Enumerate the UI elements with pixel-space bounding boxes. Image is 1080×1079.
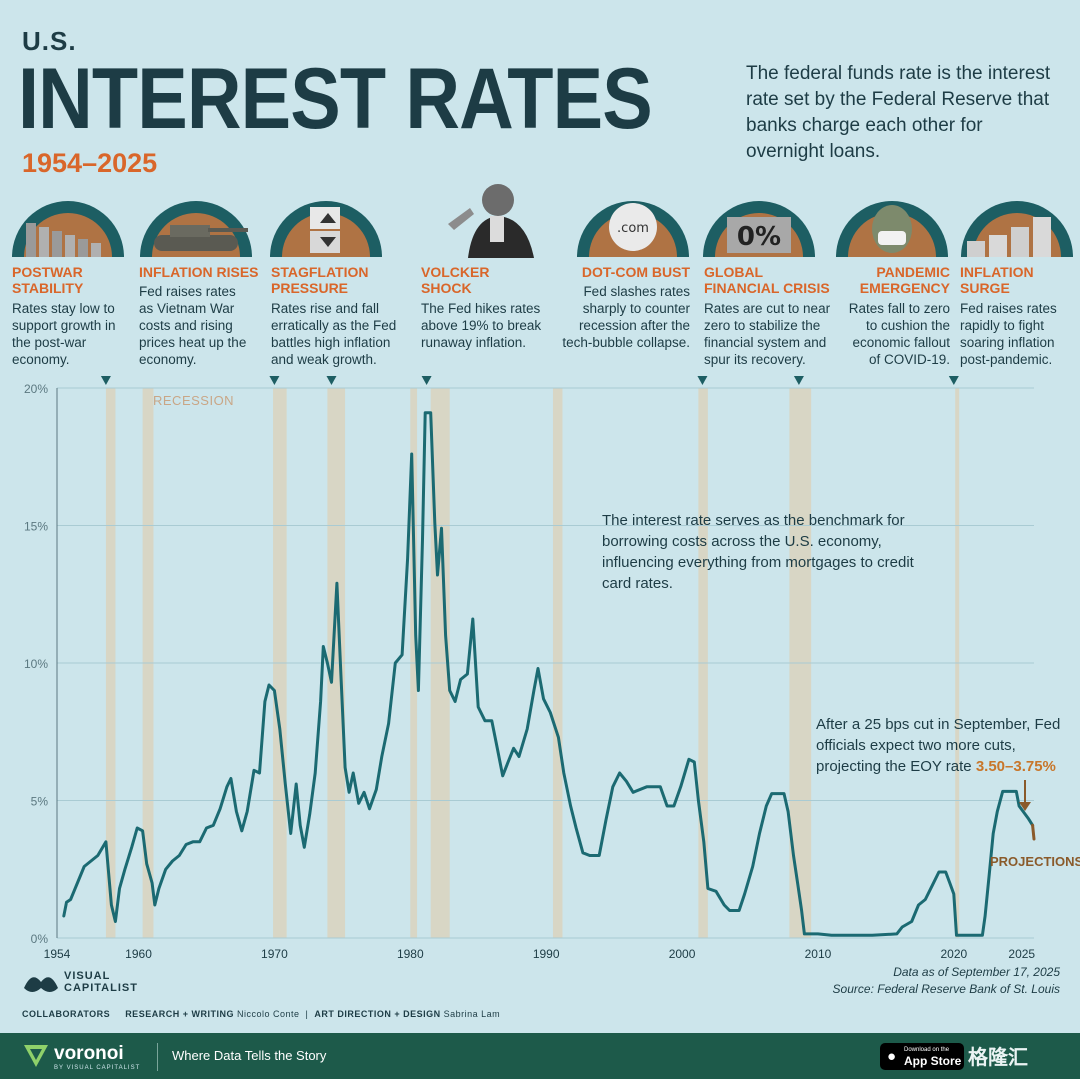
svg-text:.com: .com bbox=[617, 221, 649, 236]
benchmark-note: The interest rate serves as the benchmar… bbox=[602, 512, 914, 592]
event-title-postwar: POSTWAR STABILITY bbox=[12, 264, 84, 296]
falling-bars-icon bbox=[12, 201, 124, 257]
y-tick-label: 10% bbox=[24, 657, 48, 671]
visual-capitalist-wordmark: VISUAL CAPITALIST bbox=[64, 970, 138, 994]
data-date: Data as of September 17, 2025 bbox=[893, 965, 1060, 979]
x-tick-label: 2010 bbox=[805, 947, 832, 961]
volcker-portrait-icon bbox=[448, 184, 534, 258]
apple-icon: ● bbox=[887, 1048, 897, 1065]
appstore-small-text: Download on the bbox=[904, 1047, 950, 1053]
series-lines bbox=[62, 411, 1036, 937]
visual-capitalist-logo-icon bbox=[24, 977, 58, 992]
voronoi-brand: voronoi bbox=[54, 1043, 124, 1064]
art-label: ART DIRECTION + DESIGN bbox=[314, 1009, 441, 1019]
x-tick-label: 1954 bbox=[44, 947, 71, 961]
x-tick-label: 1960 bbox=[125, 947, 152, 961]
app-store-button[interactable]: ● Download on the App Store bbox=[880, 1043, 964, 1070]
svg-text:0%: 0% bbox=[737, 222, 781, 252]
event-markers bbox=[100, 376, 959, 385]
coin-stacks-icon bbox=[961, 201, 1073, 257]
masked-franklin-icon bbox=[836, 201, 948, 257]
event-desc-pandemic: Rates fall to zero to cushion the econom… bbox=[848, 301, 950, 367]
x-tick-label: 1980 bbox=[397, 947, 424, 961]
event-marker-5 bbox=[793, 376, 804, 385]
vc-line2: CAPITALIST bbox=[64, 982, 138, 994]
axis-labels: 0% 5% 10% 15% 20% 1954 1960 1970 1980 1990 2000 201… bbox=[24, 382, 1035, 961]
dotcom-ball-icon: .com bbox=[577, 201, 689, 257]
event-title-pandemic: PANDEMIC EMERGENCY bbox=[859, 264, 950, 296]
event-desc-inflation: Fed raises rates as Vietnam War costs an… bbox=[139, 284, 247, 367]
event-desc-postwar: Rates stay low to support growth in the … bbox=[12, 301, 116, 367]
projections-label: PROJECTIONS bbox=[990, 854, 1080, 869]
event-desc-gfc: Rates are cut to near zero to stabilize … bbox=[704, 301, 831, 367]
research-label: RESEARCH + WRITING bbox=[125, 1009, 234, 1019]
gridlines bbox=[56, 387, 1034, 939]
tank-icon bbox=[140, 201, 252, 257]
projection-arrow-icon bbox=[1019, 780, 1031, 811]
y-tick-label: 20% bbox=[24, 382, 48, 396]
fed-funds-rate-line bbox=[62, 411, 1035, 937]
projection-note-text: After a 25 bps cut in September, Fed off… bbox=[816, 716, 1061, 775]
event-marker-6 bbox=[948, 376, 959, 385]
y-tick-label: 0% bbox=[31, 932, 49, 946]
voronoi-logo-icon bbox=[24, 1045, 48, 1067]
voronoi-sub: BY VISUAL CAPITALIST bbox=[54, 1065, 141, 1071]
watermark: 格隆汇 bbox=[968, 1047, 1028, 1069]
event-title-stagflation: STAGFLATION PRESSURE bbox=[271, 264, 369, 296]
x-tick-label: 1970 bbox=[261, 947, 288, 961]
source-block: Data as of September 17, 2025 Source: Fe… bbox=[833, 964, 1060, 998]
x-tick-label: 2025 bbox=[1008, 947, 1035, 961]
x-tick-label: 1990 bbox=[533, 947, 560, 961]
projection-value: 3.50–3.75% bbox=[975, 758, 1056, 775]
art-name: Sabrina Lam bbox=[443, 1009, 501, 1019]
data-source: Source: Federal Reserve Bank of St. Loui… bbox=[832, 982, 1060, 996]
page-title: INTEREST RATES bbox=[18, 51, 653, 147]
event-title-inflation: INFLATION RISES bbox=[139, 264, 259, 280]
x-tick-label: 2020 bbox=[940, 947, 967, 961]
event-marker-4 bbox=[697, 376, 708, 385]
event-marker-3 bbox=[421, 376, 432, 385]
event-desc-dotcom: Fed slashes rates sharply to counter rec… bbox=[562, 284, 690, 350]
footer-divider bbox=[157, 1043, 158, 1071]
percent-dice-icon bbox=[270, 201, 382, 257]
x-tick-label: 2000 bbox=[669, 947, 696, 961]
event-marker-2 bbox=[326, 376, 337, 385]
vc-line1: VISUAL bbox=[64, 970, 111, 982]
y-tick-label: 5% bbox=[31, 795, 49, 809]
event-desc-volcker: The Fed hikes rates above 19% to break r… bbox=[421, 301, 542, 350]
recession-label: RECESSION bbox=[153, 393, 235, 408]
event-title-gfc: GLOBAL FINANCIAL CRISIS bbox=[704, 264, 830, 296]
appstore-big-text: App Store bbox=[904, 1054, 962, 1068]
pretitle: U.S. bbox=[22, 26, 77, 56]
event-title-surge: INFLATION SURGE bbox=[960, 264, 1034, 296]
event-marker-1 bbox=[269, 376, 280, 385]
event-desc-stagflation: Rates rise and fall erratically as the F… bbox=[271, 301, 397, 367]
projection-note: After a 25 bps cut in September, Fed off… bbox=[816, 714, 1066, 777]
event-desc-surge: Fed raises rates rapidly to fight soarin… bbox=[960, 301, 1057, 367]
collaborators-label: COLLABORATORS bbox=[22, 1009, 111, 1019]
collaborators-line: COLLABORATORS RESEARCH + WRITING Niccolo… bbox=[22, 1009, 501, 1019]
research-name: Niccolo Conte bbox=[236, 1009, 300, 1019]
y-tick-label: 15% bbox=[24, 520, 48, 534]
event-title-volcker: VOLCKER SHOCK bbox=[421, 264, 490, 296]
year-range: 1954–2025 bbox=[22, 148, 158, 178]
event-marker-0 bbox=[100, 376, 111, 385]
interest-rate-chart: 0% 5% 10% 15% 20% 1954 1960 1970 1980 1990 2000 201… bbox=[24, 376, 1036, 961]
zero-percent-blocks-icon: 0% bbox=[703, 201, 815, 257]
event-title-dotcom: DOT-COM BUST bbox=[581, 264, 690, 280]
projection-line bbox=[1031, 823, 1036, 841]
footer-tagline: Where Data Tells the Story bbox=[172, 1048, 327, 1063]
intro-text: The federal funds rate is the interest r… bbox=[746, 63, 1051, 162]
